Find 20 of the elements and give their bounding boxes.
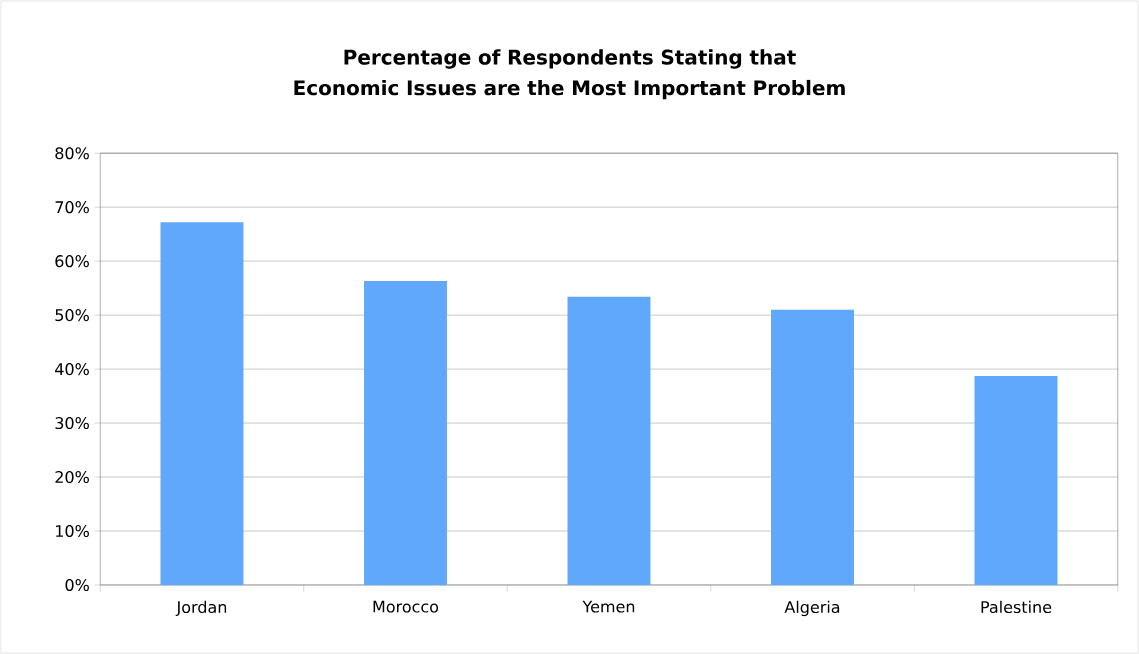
x-tick-label: Algeria xyxy=(784,600,840,617)
y-tick-label: 10% xyxy=(56,524,89,537)
y-tick-label: 30% xyxy=(55,416,89,430)
x-tick-label: Jordan xyxy=(175,600,227,616)
y-tick-label: 0% xyxy=(65,578,89,591)
chart-title: Percentage of Respondents Stating that Economic Issues are the Most Important Problem xyxy=(294,49,845,100)
bar xyxy=(771,309,854,585)
bar xyxy=(160,222,244,585)
bar xyxy=(364,281,447,585)
y-tick-label: 70% xyxy=(55,201,89,214)
x-tick-label: Palestine xyxy=(981,600,1052,613)
x-tick-label: Yemen xyxy=(582,600,635,613)
y-tick-label: 80% xyxy=(55,147,89,160)
y-tick-label: 50% xyxy=(55,308,89,322)
y-tick-label: 20% xyxy=(55,470,89,483)
bar xyxy=(567,296,651,585)
x-tick-label: Morocco xyxy=(373,600,439,613)
y-tick-label: 40% xyxy=(55,362,89,376)
bar xyxy=(974,376,1058,585)
y-tick-label: 60% xyxy=(55,254,89,268)
